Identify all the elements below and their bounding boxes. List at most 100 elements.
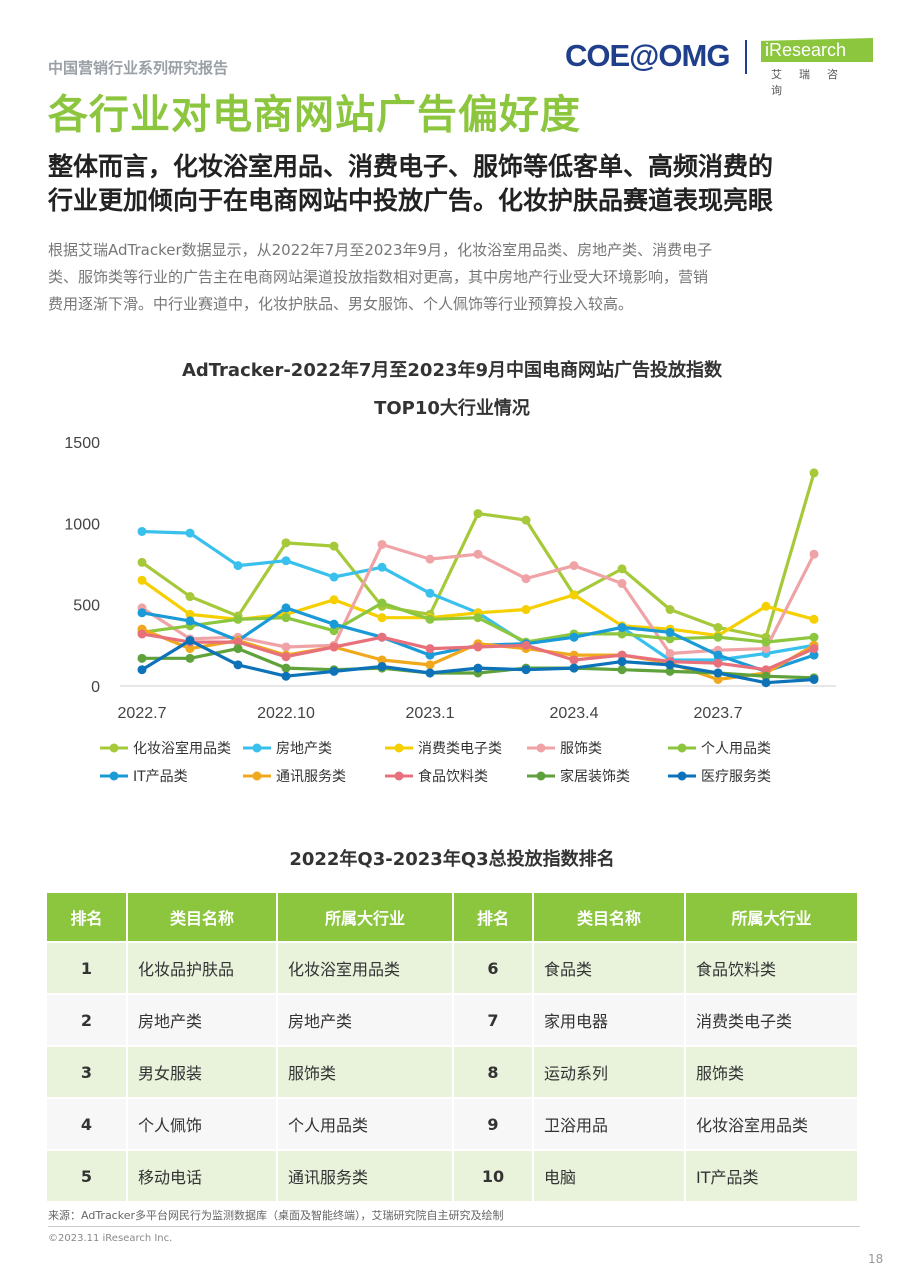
table-cell: 3 (47, 1045, 128, 1098)
data-point (329, 666, 339, 676)
data-point (761, 644, 771, 654)
legend-label: 食品饮料类 (418, 768, 488, 785)
logo-divider (745, 40, 747, 74)
source-note: 来源：AdTracker多平台网民行为监测数据库（桌面及智能终端），艾瑞研究院自… (48, 1209, 504, 1222)
data-point (281, 556, 291, 566)
data-point (281, 663, 291, 673)
table-cell: 化妆品护肤品 (127, 941, 278, 994)
body-paragraph: 根据艾瑞AdTracker数据显示，从2022年7月至2023年9月，化妆浴室用… (48, 237, 863, 318)
legend-marker (536, 771, 546, 781)
data-point (761, 665, 771, 675)
table-cell: 4 (47, 1097, 128, 1150)
subtitle-line: 整体而言，化妆浴室用品、消费电子、服饰等低客单、高频消费的 (48, 152, 774, 181)
data-point (809, 644, 819, 654)
table-cell: 2 (47, 993, 128, 1046)
legend-marker (109, 771, 119, 781)
table-cell: 食品类 (533, 941, 686, 994)
y-tick-label: 1000 (64, 516, 100, 533)
data-point (137, 665, 147, 675)
x-tick-label: 2022.10 (257, 705, 315, 722)
page-title: 各行业对电商网站广告偏好度 (48, 92, 581, 138)
data-point (809, 632, 819, 642)
data-point (281, 613, 291, 623)
table-header-row: 排名 类目名称 所属大行业 排名 类目名称 所属大行业 (47, 893, 859, 942)
data-point (329, 541, 339, 551)
legend-label: 消费类电子类 (418, 741, 502, 757)
data-point (713, 658, 723, 668)
data-point (329, 572, 339, 582)
line-chart: 0 500 1000 1500 2022.7 2022.10 2023.1 2023.4 202… (64, 435, 836, 785)
data-point (521, 665, 531, 675)
ranking-table: 排名 类目名称 所属大行业 排名 类目名称 所属大行业 1 化妆品护肤品 化妆浴… (47, 893, 859, 1201)
data-point (665, 605, 675, 615)
column-header: 类目名称 (127, 893, 278, 942)
data-point (137, 653, 147, 663)
data-point (233, 644, 243, 654)
data-point (473, 549, 483, 559)
data-point (233, 637, 243, 647)
coe-omg-logo: COE@OMG (565, 38, 730, 73)
legend-marker (252, 771, 262, 781)
table-cell: 9 (453, 1097, 534, 1150)
table-cell: 电脑 (533, 1149, 686, 1201)
y-tick-label: 0 (91, 679, 100, 696)
body-line: 类、服饰类等行业的广告主在电商网站渠道投放指数相对更高，其中房地产行业受大环境影… (48, 268, 709, 286)
legend-marker (394, 771, 404, 781)
data-point (137, 526, 147, 536)
table-cell: 通讯服务类 (277, 1149, 454, 1201)
data-point (185, 644, 195, 654)
data-point (425, 614, 435, 624)
data-point (617, 579, 627, 589)
data-point (809, 614, 819, 624)
table-cell: 个人用品类 (277, 1097, 454, 1150)
data-point (809, 674, 819, 684)
data-point (713, 632, 723, 642)
y-tick-label: 500 (73, 598, 100, 615)
data-point (377, 661, 387, 671)
data-point (665, 660, 675, 670)
column-header: 所属大行业 (277, 893, 454, 942)
data-point (665, 627, 675, 637)
copyright: ©2023.11 iResearch Inc. (48, 1233, 173, 1244)
data-point (521, 515, 531, 525)
data-point (329, 626, 339, 636)
data-point (281, 671, 291, 681)
data-point (185, 609, 195, 619)
legend-marker (394, 743, 404, 753)
data-point (761, 678, 771, 688)
column-header: 排名 (453, 893, 534, 942)
table-row: 4 个人佩饰 个人用品类 9 卫浴用品 化妆浴室用品类 (47, 1097, 859, 1150)
data-point (377, 598, 387, 608)
table-cell: 8 (453, 1045, 534, 1098)
data-point (617, 622, 627, 632)
data-point (713, 650, 723, 660)
data-point (233, 614, 243, 624)
page-number: 18 (868, 1252, 884, 1266)
legend-label: IT产品类 (133, 769, 188, 785)
data-point (377, 562, 387, 572)
legend-label: 房地产类 (276, 741, 332, 757)
data-point (377, 655, 387, 665)
table-row: 2 房地产类 房地产类 7 家用电器 消费类电子类 (47, 993, 859, 1046)
data-point (185, 653, 195, 663)
body-line: 根据艾瑞AdTracker数据显示，从2022年7月至2023年9月，化妆浴室用… (48, 241, 713, 259)
data-point (809, 549, 819, 559)
table-cell: 6 (453, 941, 534, 994)
brand-logo: COE@OMG iResearch 艾瑞咨询 (565, 34, 875, 97)
data-point (617, 657, 627, 667)
data-point (425, 668, 435, 678)
data-point (377, 539, 387, 549)
y-tick-label: 1500 (64, 435, 100, 452)
data-point (425, 650, 435, 660)
table-cell: IT产品类 (685, 1149, 859, 1201)
data-point (569, 590, 579, 600)
table-cell: 化妆浴室用品类 (277, 941, 454, 994)
data-point (521, 605, 531, 615)
data-point (473, 509, 483, 519)
iresearch-cn-name: 艾瑞咨询 (771, 68, 855, 97)
table-cell: 移动电话 (127, 1149, 278, 1201)
data-point (425, 644, 435, 654)
data-point (809, 650, 819, 660)
table-cell: 房地产类 (277, 993, 454, 1046)
data-point (617, 564, 627, 574)
